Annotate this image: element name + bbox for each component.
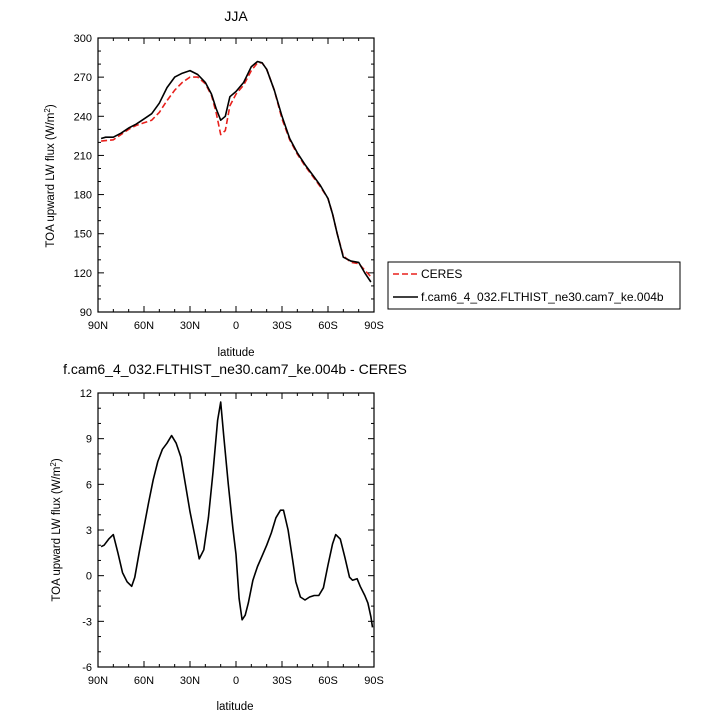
top-chart-ylabel: TOA upward LW flux (W/m2)	[43, 104, 57, 248]
bottom-chart: f.cam6_4_032.FLTHIST_ne30.cam7_ke.004b -…	[49, 361, 407, 713]
top-x-tick-label: 60N	[134, 320, 154, 332]
bottom-plot-frame	[97, 392, 375, 668]
top-y-tick-label: 180	[74, 190, 92, 202]
top-series-line-0	[101, 61, 372, 278]
bottom-y-tick-label: 6	[86, 479, 92, 491]
bottom-y-tick-label: 9	[86, 434, 92, 446]
bottom-chart-xlabel: latitude	[216, 701, 253, 713]
legend: CERES f.cam6_4_032.FLTHIST_ne30.cam7_ke.…	[387, 261, 681, 310]
bottom-x-tick-label: 60S	[318, 675, 338, 687]
top-y-tick-label: 240	[74, 111, 92, 123]
top-y-tick-label: 150	[74, 229, 92, 241]
bottom-chart-title: f.cam6_4_032.FLTHIST_ne30.cam7_ke.004b -…	[63, 361, 407, 377]
bottom-x-tick-label: 30N	[180, 675, 200, 687]
top-y-tick-label: 90	[80, 307, 92, 319]
bottom-x-tick-label: 90N	[88, 675, 108, 687]
bottom-x-tick-label: 60N	[134, 675, 154, 687]
top-y-tick-label: 210	[74, 150, 92, 162]
bottom-series-line-0	[100, 401, 374, 628]
bottom-y-tick-label: 12	[80, 388, 92, 400]
top-chart-xlabel: latitude	[217, 347, 254, 359]
top-series-line-1	[100, 60, 372, 283]
bottom-y-tick-label: 0	[86, 571, 92, 583]
legend-label-model: f.cam6_4_032.FLTHIST_ne30.cam7_ke.004b	[421, 290, 664, 304]
bottom-chart-ylabel: TOA upward LW flux (W/m2)	[49, 458, 63, 602]
top-x-tick-label: 60S	[318, 320, 338, 332]
bottom-x-tick-label: 90S	[364, 675, 384, 687]
top-x-tick-label: 30N	[180, 320, 200, 332]
legend-label-ceres: CERES	[421, 267, 462, 281]
bottom-y-tick-label: -6	[82, 662, 92, 674]
bottom-y-tick-label: -3	[82, 616, 92, 628]
bottom-y-tick-label: 3	[86, 525, 92, 537]
top-chart-title: JJA	[224, 8, 248, 24]
bottom-x-tick-label: 0	[233, 675, 239, 687]
legend-box	[387, 261, 681, 310]
top-chart: JJA TOA upward LW flux (W/m2) latitude 9…	[43, 8, 384, 359]
top-x-tick-label: 90N	[88, 320, 108, 332]
top-x-tick-label: 90S	[364, 320, 384, 332]
top-y-tick-label: 120	[74, 268, 92, 280]
bottom-x-tick-label: 30S	[272, 675, 292, 687]
top-x-tick-label: 0	[233, 320, 239, 332]
top-x-tick-label: 30S	[272, 320, 292, 332]
top-plot-frame	[97, 37, 375, 313]
top-y-tick-label: 270	[74, 72, 92, 84]
top-y-tick-label: 300	[74, 33, 92, 45]
